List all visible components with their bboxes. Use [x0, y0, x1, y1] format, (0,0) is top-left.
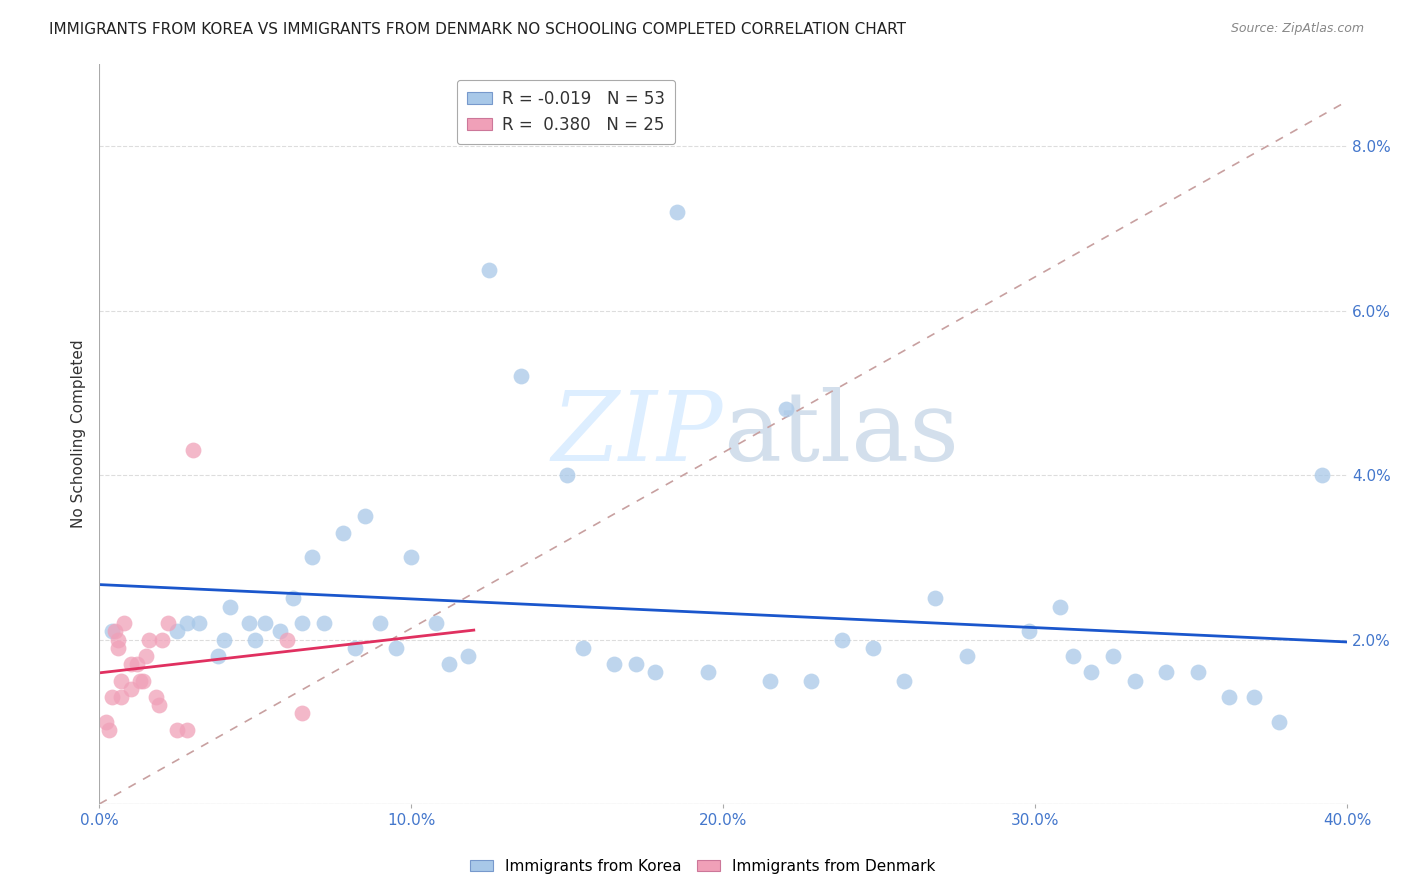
Y-axis label: No Schooling Completed: No Schooling Completed	[72, 340, 86, 528]
Point	[207, 648, 229, 663]
Point	[269, 624, 291, 639]
Point	[188, 615, 211, 630]
Point	[101, 690, 124, 704]
Point	[110, 690, 132, 704]
Point	[924, 591, 946, 606]
Point	[665, 205, 688, 219]
Point	[97, 723, 120, 737]
Point	[166, 723, 188, 737]
Point	[120, 657, 142, 672]
Point	[332, 525, 354, 540]
Point	[176, 723, 198, 737]
Point	[253, 615, 276, 630]
Text: atlas: atlas	[723, 387, 959, 481]
Point	[181, 443, 204, 458]
Point	[212, 632, 235, 647]
Point	[1267, 714, 1289, 729]
Point	[107, 640, 129, 655]
Point	[219, 599, 242, 614]
Point	[120, 681, 142, 696]
Point	[1310, 468, 1333, 483]
Point	[94, 714, 117, 729]
Point	[956, 648, 979, 663]
Text: Source: ZipAtlas.com: Source: ZipAtlas.com	[1230, 22, 1364, 36]
Point	[125, 657, 148, 672]
Point	[150, 632, 173, 647]
Text: ZIP: ZIP	[553, 387, 723, 481]
Point	[831, 632, 853, 647]
Point	[775, 402, 797, 417]
Point	[148, 698, 170, 713]
Point	[176, 615, 198, 630]
Point	[644, 665, 666, 680]
Point	[301, 550, 323, 565]
Point	[291, 615, 314, 630]
Point	[238, 615, 260, 630]
Point	[145, 690, 167, 704]
Point	[157, 615, 180, 630]
Point	[1243, 690, 1265, 704]
Point	[624, 657, 647, 672]
Point	[112, 615, 135, 630]
Point	[281, 591, 304, 606]
Point	[166, 624, 188, 639]
Point	[572, 640, 595, 655]
Point	[138, 632, 160, 647]
Point	[557, 468, 579, 483]
Point	[509, 369, 531, 384]
Point	[478, 262, 501, 277]
Point	[401, 550, 423, 565]
Point	[353, 509, 375, 524]
Point	[1218, 690, 1240, 704]
Legend: R = -0.019   N = 53, R =  0.380   N = 25: R = -0.019 N = 53, R = 0.380 N = 25	[457, 79, 675, 145]
Text: IMMIGRANTS FROM KOREA VS IMMIGRANTS FROM DENMARK NO SCHOOLING COMPLETED CORRELAT: IMMIGRANTS FROM KOREA VS IMMIGRANTS FROM…	[49, 22, 907, 37]
Point	[1156, 665, 1178, 680]
Point	[1187, 665, 1209, 680]
Point	[129, 673, 152, 688]
Point	[312, 615, 335, 630]
Point	[368, 615, 391, 630]
Point	[603, 657, 626, 672]
Point	[800, 673, 823, 688]
Point	[1123, 673, 1146, 688]
Point	[107, 632, 129, 647]
Point	[862, 640, 884, 655]
Point	[457, 648, 479, 663]
Point	[276, 632, 298, 647]
Point	[1080, 665, 1102, 680]
Point	[291, 706, 314, 721]
Point	[385, 640, 408, 655]
Point	[1049, 599, 1071, 614]
Point	[135, 648, 157, 663]
Point	[1062, 648, 1084, 663]
Point	[1102, 648, 1125, 663]
Point	[245, 632, 267, 647]
Point	[344, 640, 367, 655]
Legend: Immigrants from Korea, Immigrants from Denmark: Immigrants from Korea, Immigrants from D…	[464, 853, 942, 880]
Point	[425, 615, 447, 630]
Point	[759, 673, 782, 688]
Point	[132, 673, 155, 688]
Point	[110, 673, 132, 688]
Point	[893, 673, 915, 688]
Point	[104, 624, 127, 639]
Point	[1018, 624, 1040, 639]
Point	[101, 624, 124, 639]
Point	[696, 665, 718, 680]
Point	[437, 657, 460, 672]
